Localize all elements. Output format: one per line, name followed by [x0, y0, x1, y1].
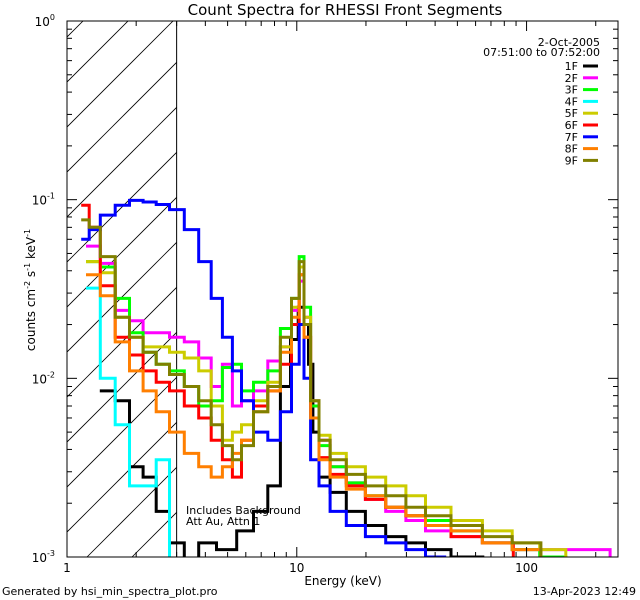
legend-label-3F: 3F [565, 84, 578, 97]
x-tick-labels: 1 10 100 [63, 561, 538, 575]
hatch-line [67, 61, 177, 173]
series-4F [86, 286, 171, 557]
y-tick-label: 10-1 [32, 192, 55, 208]
hatch-line [67, 106, 177, 218]
plot-frame [66, 20, 619, 558]
footer-generator: Generated by hsi_min_spectra_plot.pro [2, 585, 218, 598]
series-2F [86, 244, 612, 557]
hatch-line [67, 21, 129, 83]
legend-label-5F: 5F [565, 107, 578, 120]
x-tick-label: 100 [515, 561, 538, 575]
annotation-2: Att Au, Attn 1 [186, 515, 260, 528]
y-tick-label: 10-3 [32, 549, 55, 565]
legend-label-4F: 4F [565, 95, 578, 108]
annotation-1: Includes Background [186, 504, 301, 517]
axis-ticks [66, 20, 618, 558]
hatch-line [267, 0, 640, 557]
series-9F [81, 218, 543, 557]
hatch-line [627, 0, 640, 557]
series-layer [81, 198, 612, 557]
legend-label-9F: 9F [565, 154, 578, 167]
hatch-line [67, 331, 177, 443]
hatch-line [402, 0, 640, 557]
legend-label-1F: 1F [565, 60, 578, 73]
x-tick-label: 10 [289, 561, 304, 575]
hatch-line [67, 151, 177, 263]
legend-label-7F: 7F [565, 131, 578, 144]
series-3F [86, 255, 568, 557]
hatch-line [67, 421, 177, 533]
hatch-line [67, 196, 177, 308]
chart-title: Count Spectra for RHESSI Front Segments [188, 1, 503, 19]
hatch-line [357, 0, 640, 557]
y-tick-label: 10-2 [32, 370, 55, 386]
series-8F [86, 273, 543, 557]
x-tick-label: 1 [63, 561, 71, 575]
legend-label-2F: 2F [565, 72, 578, 85]
y-tick-label: 100 [35, 13, 55, 29]
hatch-line [447, 0, 640, 557]
legend-label-6F: 6F [565, 119, 578, 132]
hatch-line [537, 0, 640, 557]
hatched-region [67, 0, 640, 557]
footer-timestamp: 13-Apr-2023 12:49 [533, 585, 636, 598]
legend-label-8F: 8F [565, 143, 578, 156]
time-range: 07:51:00 to 07:52:00 [483, 46, 600, 59]
observation-date: 2-Oct-2005 [538, 36, 600, 49]
hatch-line [582, 0, 640, 557]
x-axis-label: Energy (keV) [304, 574, 381, 588]
hatch-line [67, 376, 177, 488]
y-tick-labels: 10-3 10-2 10-1 100 [32, 13, 55, 565]
y-axis-label: counts cm-2 s-1 keV-1 [23, 229, 38, 351]
